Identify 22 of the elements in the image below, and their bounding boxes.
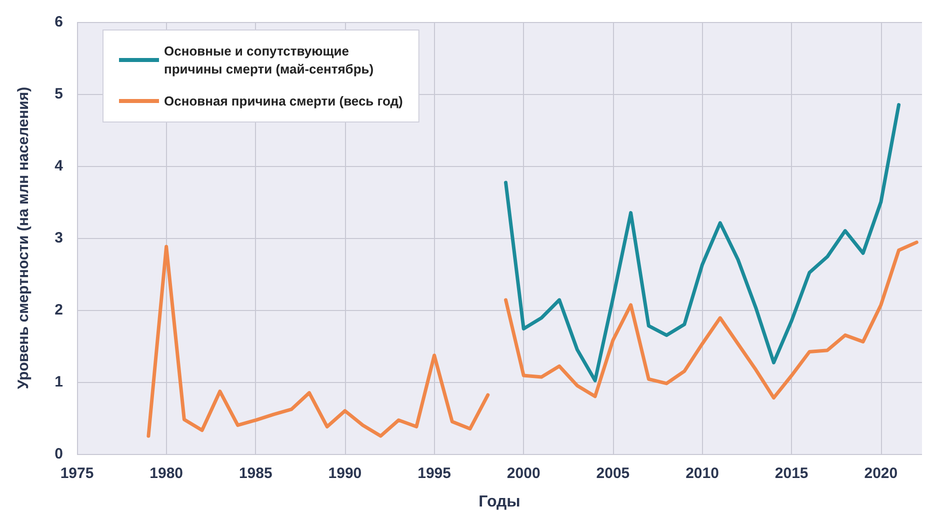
x-tick-label: 1995	[418, 465, 451, 482]
x-axis-title: Годы	[478, 494, 520, 510]
y-tick-label: 4	[54, 158, 64, 174]
x-tick-label: 1975	[60, 465, 94, 482]
y-tick-label: 6	[54, 14, 63, 30]
x-tick-label: 1980	[150, 465, 184, 482]
y-axis-title: Уровень смертности (на млн населения)	[15, 86, 32, 390]
x-tick-label: 1990	[328, 465, 362, 482]
y-tick-label: 5	[54, 86, 63, 102]
line-series	[504, 103, 901, 382]
y-tick-label: 1	[54, 374, 63, 390]
y-tick-label: 3	[54, 230, 63, 246]
y-tick-label: 0	[54, 446, 63, 462]
x-tick-label: 2010	[686, 465, 719, 482]
y-tick-label: 2	[54, 302, 63, 318]
legend-label: Основная причина смерти (весь год)	[164, 94, 403, 108]
x-tick-label: 2005	[596, 465, 630, 482]
x-tick-label: 2000	[506, 465, 540, 482]
x-tick-label: 2015	[774, 465, 808, 482]
x-tick-label: 1985	[238, 465, 272, 482]
x-tick-label: 2020	[864, 465, 898, 482]
legend-label: Основные и сопутствующие причины смерти (май-сентябрь)	[164, 44, 374, 76]
